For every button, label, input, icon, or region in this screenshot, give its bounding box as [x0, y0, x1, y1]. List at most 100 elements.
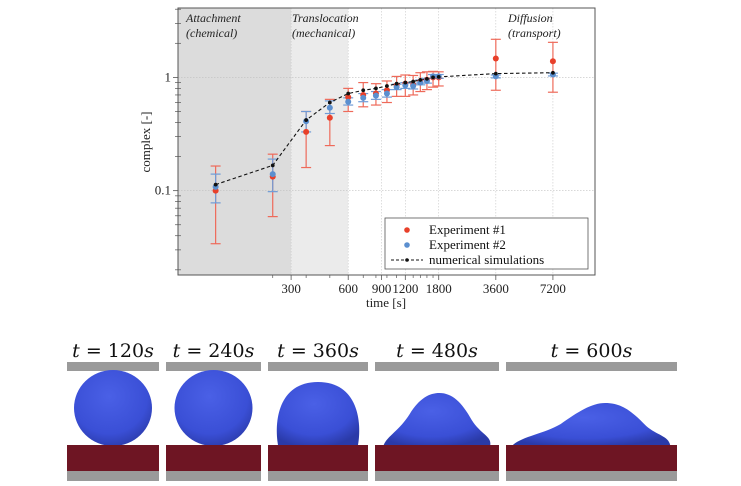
region-label-diffusion-title: Diffusion: [507, 11, 553, 25]
cell-body: [74, 370, 152, 446]
point-exp1: [326, 114, 333, 121]
substrate-layer: [375, 445, 499, 471]
time-value: 600s: [586, 340, 633, 362]
cell-shape: [174, 370, 253, 446]
cell-shape: [512, 403, 671, 445]
point-simulation: [385, 84, 389, 88]
snapshot-time-label: t = 600s: [506, 340, 677, 362]
x-tick-label: 900: [372, 281, 392, 296]
cell-shape: [276, 382, 360, 445]
point-simulation: [374, 86, 378, 91]
bottom-plate: [166, 471, 261, 481]
plot-frame: [177, 7, 596, 276]
point-simulation: [327, 100, 332, 105]
snapshot-time-label: t = 480s: [375, 340, 499, 362]
time-value: 240s: [208, 340, 255, 362]
time-value: 120s: [107, 340, 154, 362]
time-symbol: t: [277, 340, 285, 362]
x-tick-label: 600: [338, 281, 358, 296]
cell-body: [383, 393, 491, 445]
equals-sign: =: [403, 340, 432, 362]
top-plate: [166, 362, 261, 371]
bottom-plate: [268, 471, 368, 481]
point-exp2: [345, 98, 352, 105]
bottom-plate: [506, 471, 677, 481]
legend-marker-exp1: [404, 227, 410, 233]
equals-sign: =: [558, 340, 587, 362]
errorbar-exp1: [547, 41, 558, 93]
point-exp1: [303, 128, 310, 135]
y-tick-label: 1: [165, 69, 172, 84]
legend-marker-exp2: [404, 242, 410, 248]
x-axis-title: time [s]: [366, 295, 406, 310]
point-simulation: [425, 76, 429, 81]
time-symbol: t: [172, 340, 181, 362]
snapshot-panel: [166, 362, 261, 482]
point-exp1: [549, 58, 556, 65]
top-plate: [268, 362, 368, 371]
axes: [173, 7, 596, 280]
point-simulation: [493, 71, 498, 76]
time-symbol: t: [550, 340, 559, 362]
point-simulation: [436, 75, 441, 79]
tick-labels: 300 600 900 1200 1800 3600 7200 0.1 1: [155, 69, 566, 296]
data-points: [212, 55, 556, 194]
substrate-layer: [166, 445, 261, 471]
point-exp2: [269, 171, 276, 178]
region-label-attachment-title: Attachment: [185, 11, 241, 25]
point-exp1: [345, 94, 352, 101]
point-exp2: [402, 82, 409, 89]
point-simulation: [270, 163, 275, 168]
snapshot-time-label: t = 240s: [166, 340, 261, 362]
point-simulation: [304, 118, 309, 122]
region-label-attachment-subtitle: (chemical): [186, 26, 237, 40]
point-exp2: [383, 90, 390, 97]
top-plate: [67, 362, 159, 371]
point-simulation: [411, 79, 416, 84]
point-exp2: [393, 84, 400, 91]
x-tick-label: 1800: [426, 281, 452, 296]
legend-label-sim: numerical simulations: [429, 252, 544, 267]
point-simulation: [418, 78, 423, 82]
y-tick-label: 0.1: [155, 183, 171, 198]
substrate-layer: [268, 445, 368, 471]
snapshot-time-label: t = 360s: [268, 340, 368, 362]
cell-body: [512, 403, 671, 445]
point-simulation: [394, 81, 399, 86]
point-simulation: [551, 70, 555, 75]
point-exp2: [410, 82, 417, 89]
errorbar-exp1: [490, 38, 501, 91]
point-exp2: [326, 104, 333, 111]
point-exp2: [492, 73, 499, 80]
snapshot-panel: [268, 362, 368, 482]
cell-shape: [74, 370, 152, 446]
legend: Experiment #1 Experiment #2 numerical si…: [384, 217, 589, 270]
top-plate: [375, 362, 499, 371]
chart: Attachment(chemical) Translocation(mechan…: [138, 7, 596, 310]
time-value: 360s: [312, 340, 359, 362]
region-attachment: [178, 8, 292, 275]
region-translocation: [291, 8, 349, 275]
snapshot-panel: [67, 362, 159, 482]
point-exp2: [372, 92, 379, 99]
bottom-plate: [375, 471, 499, 481]
cell-body: [276, 382, 360, 445]
time-value: 480s: [431, 340, 478, 362]
region-label-translocation-title: Translocation: [292, 11, 359, 25]
equals-sign: =: [180, 340, 209, 362]
point-simulation: [213, 182, 218, 187]
substrate-layer: [67, 445, 159, 471]
point-exp2: [360, 94, 367, 101]
x-tick-label: 7200: [540, 281, 566, 296]
y-axis-title: complex [-]: [138, 111, 153, 172]
legend-label-exp2: Experiment #2: [429, 237, 506, 252]
x-tick-label: 300: [281, 281, 301, 296]
equals-sign: =: [284, 340, 313, 362]
equals-sign: =: [79, 340, 108, 362]
point-simulation: [403, 80, 408, 85]
snapshot-panel: [506, 362, 677, 482]
region-label-translocation-subtitle: (mechanical): [292, 26, 355, 40]
legend-label-exp1: Experiment #1: [429, 222, 506, 237]
x-tick-label: 1200: [392, 281, 418, 296]
point-simulation: [431, 75, 435, 80]
